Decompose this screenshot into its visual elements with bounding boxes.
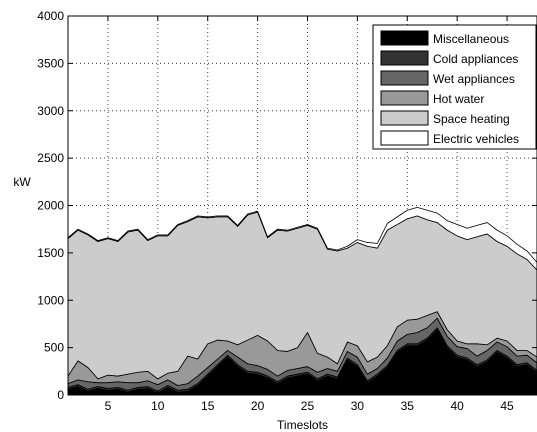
legend-label: Electric vehicles [433, 132, 519, 146]
legend-label: Hot water [433, 92, 484, 106]
x-tick-label: 25 [301, 399, 315, 413]
y-tick-label: 500 [44, 341, 64, 355]
y-tick-label: 1500 [37, 246, 64, 260]
y-tick-label: 4000 [37, 9, 64, 23]
legend-box [372, 24, 537, 150]
y-tick-label: 3000 [37, 104, 64, 118]
legend-swatch-space-heating [380, 110, 429, 126]
legend-label: Cold appliances [433, 52, 518, 66]
legend-label: Miscellaneous [433, 32, 509, 46]
legend-swatch-miscellaneous [380, 30, 429, 46]
x-axis-label: Timeslots [277, 418, 328, 432]
legend-label: Space heating [433, 112, 510, 126]
x-tick-label: 10 [151, 399, 165, 413]
legend-swatch-hot-water [380, 90, 429, 106]
x-tick-label: 5 [105, 399, 112, 413]
legend-swatch-electric-vehicles [380, 130, 429, 146]
y-tick-label: 1000 [37, 293, 64, 307]
y-axis-label: kW [13, 175, 31, 189]
area-electric-vehicles [67, 207, 537, 271]
y-tick-label: 2500 [37, 151, 64, 165]
y-tick-label: 3500 [37, 56, 64, 70]
legend: Miscellaneous Cold appliances Wet applianc… [372, 24, 537, 150]
x-tick-label: 20 [251, 399, 265, 413]
area-layers [67, 207, 537, 396]
legend-label: Wet appliances [433, 72, 515, 86]
legend-swatch-cold-appliances [380, 50, 429, 66]
legend-swatch-wet-appliances [380, 70, 429, 86]
y-tick-label: 2000 [37, 199, 64, 213]
axis-ticks: 5 10 15 20 25 30 35 40 45 0 500 1000 1500 2000 2500 300… [37, 9, 537, 413]
x-tick-label: 40 [450, 399, 464, 413]
x-tick-label: 30 [351, 399, 365, 413]
x-tick-label: 35 [401, 399, 415, 413]
x-tick-label: 45 [500, 399, 514, 413]
y-tick-label: 0 [57, 388, 64, 402]
x-tick-label: 15 [201, 399, 215, 413]
